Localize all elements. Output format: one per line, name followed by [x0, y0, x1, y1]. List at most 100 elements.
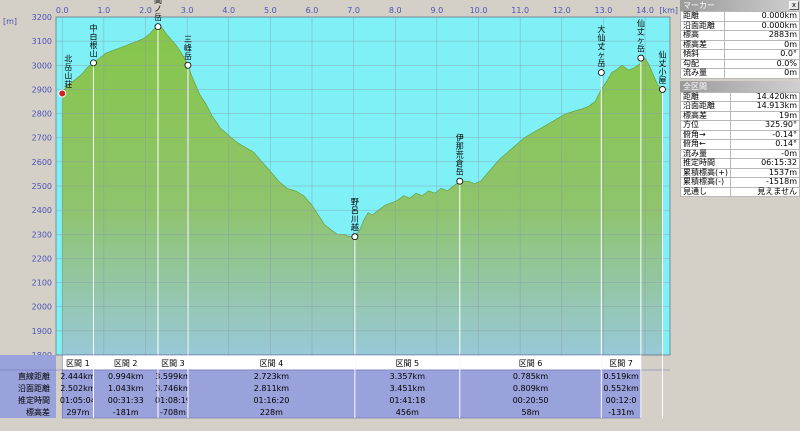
total-label: 累積標高(-)	[680, 177, 731, 188]
total-row: 見通し 見えません	[680, 186, 800, 197]
total-value: -0.14°	[729, 129, 800, 140]
peak-marker-dot	[659, 86, 666, 93]
peak-label-char: 荒	[456, 150, 464, 160]
elevation-profile-chart[interactable]: 3200 3100 3000 2900 2800 2700 2600 2500 2400 2300…	[0, 0, 678, 431]
y-tick-label: 3200	[32, 13, 52, 22]
section-value: 58m	[522, 408, 540, 417]
total-value: -0m	[729, 148, 800, 159]
section-value: 01:16:20	[253, 396, 289, 405]
close-icon[interactable]: x	[789, 1, 799, 10]
peak-label-char: 三	[184, 35, 192, 44]
peak-label-char: 野	[351, 198, 359, 207]
total-panel-header: 全区間	[680, 80, 800, 92]
section-value: 456m	[396, 408, 419, 417]
y-tick-label: 2400	[32, 206, 52, 215]
peak-label-char: 仙	[597, 33, 605, 43]
section-value: 3.451km	[390, 384, 426, 393]
peak-marker-dot	[154, 23, 162, 31]
total-row: 累積標高(-) -1518m	[680, 177, 800, 188]
section-value: 0.785km	[513, 372, 549, 381]
marker-label: 流み量	[680, 68, 725, 79]
peak-label-char: 岳	[64, 62, 72, 72]
marker-row: 標高 2883m	[680, 30, 800, 41]
section-header-label: 区間 6	[519, 359, 543, 368]
start-marker[interactable]	[58, 89, 67, 98]
section-value: 228m	[260, 408, 283, 417]
section-value: 2.811km	[254, 384, 290, 393]
y-tick-label: 3100	[32, 37, 52, 46]
y-tick-label: 2300	[32, 230, 52, 239]
x-tick-label: 14.0	[636, 6, 654, 15]
peak-label-char: 大	[597, 24, 605, 34]
y-tick-label: 2600	[32, 158, 52, 167]
x-tick-label: 13.0	[594, 6, 612, 15]
total-value: 1537m	[729, 167, 800, 178]
peak-label-char: 白	[89, 31, 97, 41]
section-value: 3.599km	[155, 372, 191, 381]
peak-label-char: 中	[89, 23, 97, 33]
section-header-label: 区間 4	[260, 359, 284, 368]
peak-label-char: 那	[456, 142, 464, 151]
x-tick-label: 8.0	[389, 6, 402, 15]
marker-value: 0.0°	[724, 49, 800, 60]
marker-value: 0.0%	[724, 58, 800, 69]
y-tick-label: 2000	[32, 303, 52, 312]
total-label: 推定時間	[680, 158, 731, 169]
section-data-cell	[93, 369, 159, 419]
y-tick-label: 2100	[32, 279, 52, 288]
section-value: 0.809km	[513, 384, 549, 393]
peak-label-char: 岳	[597, 58, 605, 68]
section-data-cell	[187, 369, 356, 419]
peak-label-char: 丈	[659, 58, 667, 68]
y-tick-label: 2500	[32, 182, 52, 191]
section-value: 3.357km	[390, 372, 426, 381]
marker-label: 標高	[680, 30, 725, 41]
marker-row: 距離 0.000km	[680, 11, 800, 22]
section-value: 3.746km	[155, 384, 191, 393]
section-value: 2.444km	[60, 372, 96, 381]
marker-value: 2883m	[724, 30, 800, 41]
peak-marker-dot	[90, 59, 97, 67]
peak-marker-dot	[351, 233, 359, 241]
total-value: 06:15:32	[729, 158, 800, 169]
total-value: 14.913km	[729, 101, 800, 112]
section-value: 1.043km	[108, 384, 144, 393]
peak-label-char: 越	[351, 222, 359, 232]
section-value: 0.519km	[603, 372, 639, 381]
section-value: 0.994km	[108, 372, 144, 381]
section-value: -708m	[160, 408, 186, 417]
elevation-chart-area[interactable]: 3200 3100 3000 2900 2800 2700 2600 2500 2400 2300…	[0, 0, 678, 431]
peak-label-char: 山	[64, 71, 72, 81]
terrain-area	[61, 26, 663, 356]
total-value: 325.90°	[729, 120, 800, 131]
y-tick-label: 2800	[32, 110, 52, 119]
peak-label-char: 伊	[456, 133, 464, 143]
section-value: 00:31:33	[108, 396, 144, 405]
section-header-label: 区間 3	[161, 359, 185, 368]
section-value: 0.552km	[603, 384, 639, 393]
y-tick-label: 2700	[32, 134, 52, 143]
section-header-label: 区間 2	[114, 359, 138, 368]
x-tick-label: 11.0	[511, 6, 529, 15]
peak-label-char: ノ	[154, 5, 162, 14]
total-value: 14.420km	[729, 91, 800, 102]
section-value: 00:12:0	[606, 396, 637, 405]
peak-label-char: 間	[154, 0, 162, 5]
x-tick-label: 12.0	[553, 6, 571, 15]
section-row-label: 直線距離	[18, 371, 50, 381]
total-label: 俯角←	[680, 139, 731, 150]
x-tick-label: 4.0	[222, 6, 235, 15]
marker-row: 傾斜 0.0°	[680, 49, 800, 60]
section-data-cell	[157, 369, 189, 419]
total-panel-title: 全区間	[683, 81, 707, 91]
peak-label-char: 丈	[637, 27, 645, 37]
y-tick-label: 2200	[32, 254, 52, 263]
x-tick-label: 9.0	[431, 6, 444, 15]
peak-label-char: 岳	[154, 12, 162, 22]
section-header-label: 区間 5	[396, 359, 420, 368]
peak-label-char: 峰	[184, 42, 192, 52]
section-value: 01:08:19	[155, 396, 191, 405]
section-header-label: 区間 1	[66, 359, 90, 368]
peak-label-char: 岳	[184, 51, 192, 61]
section-value: 2.502km	[60, 384, 96, 393]
